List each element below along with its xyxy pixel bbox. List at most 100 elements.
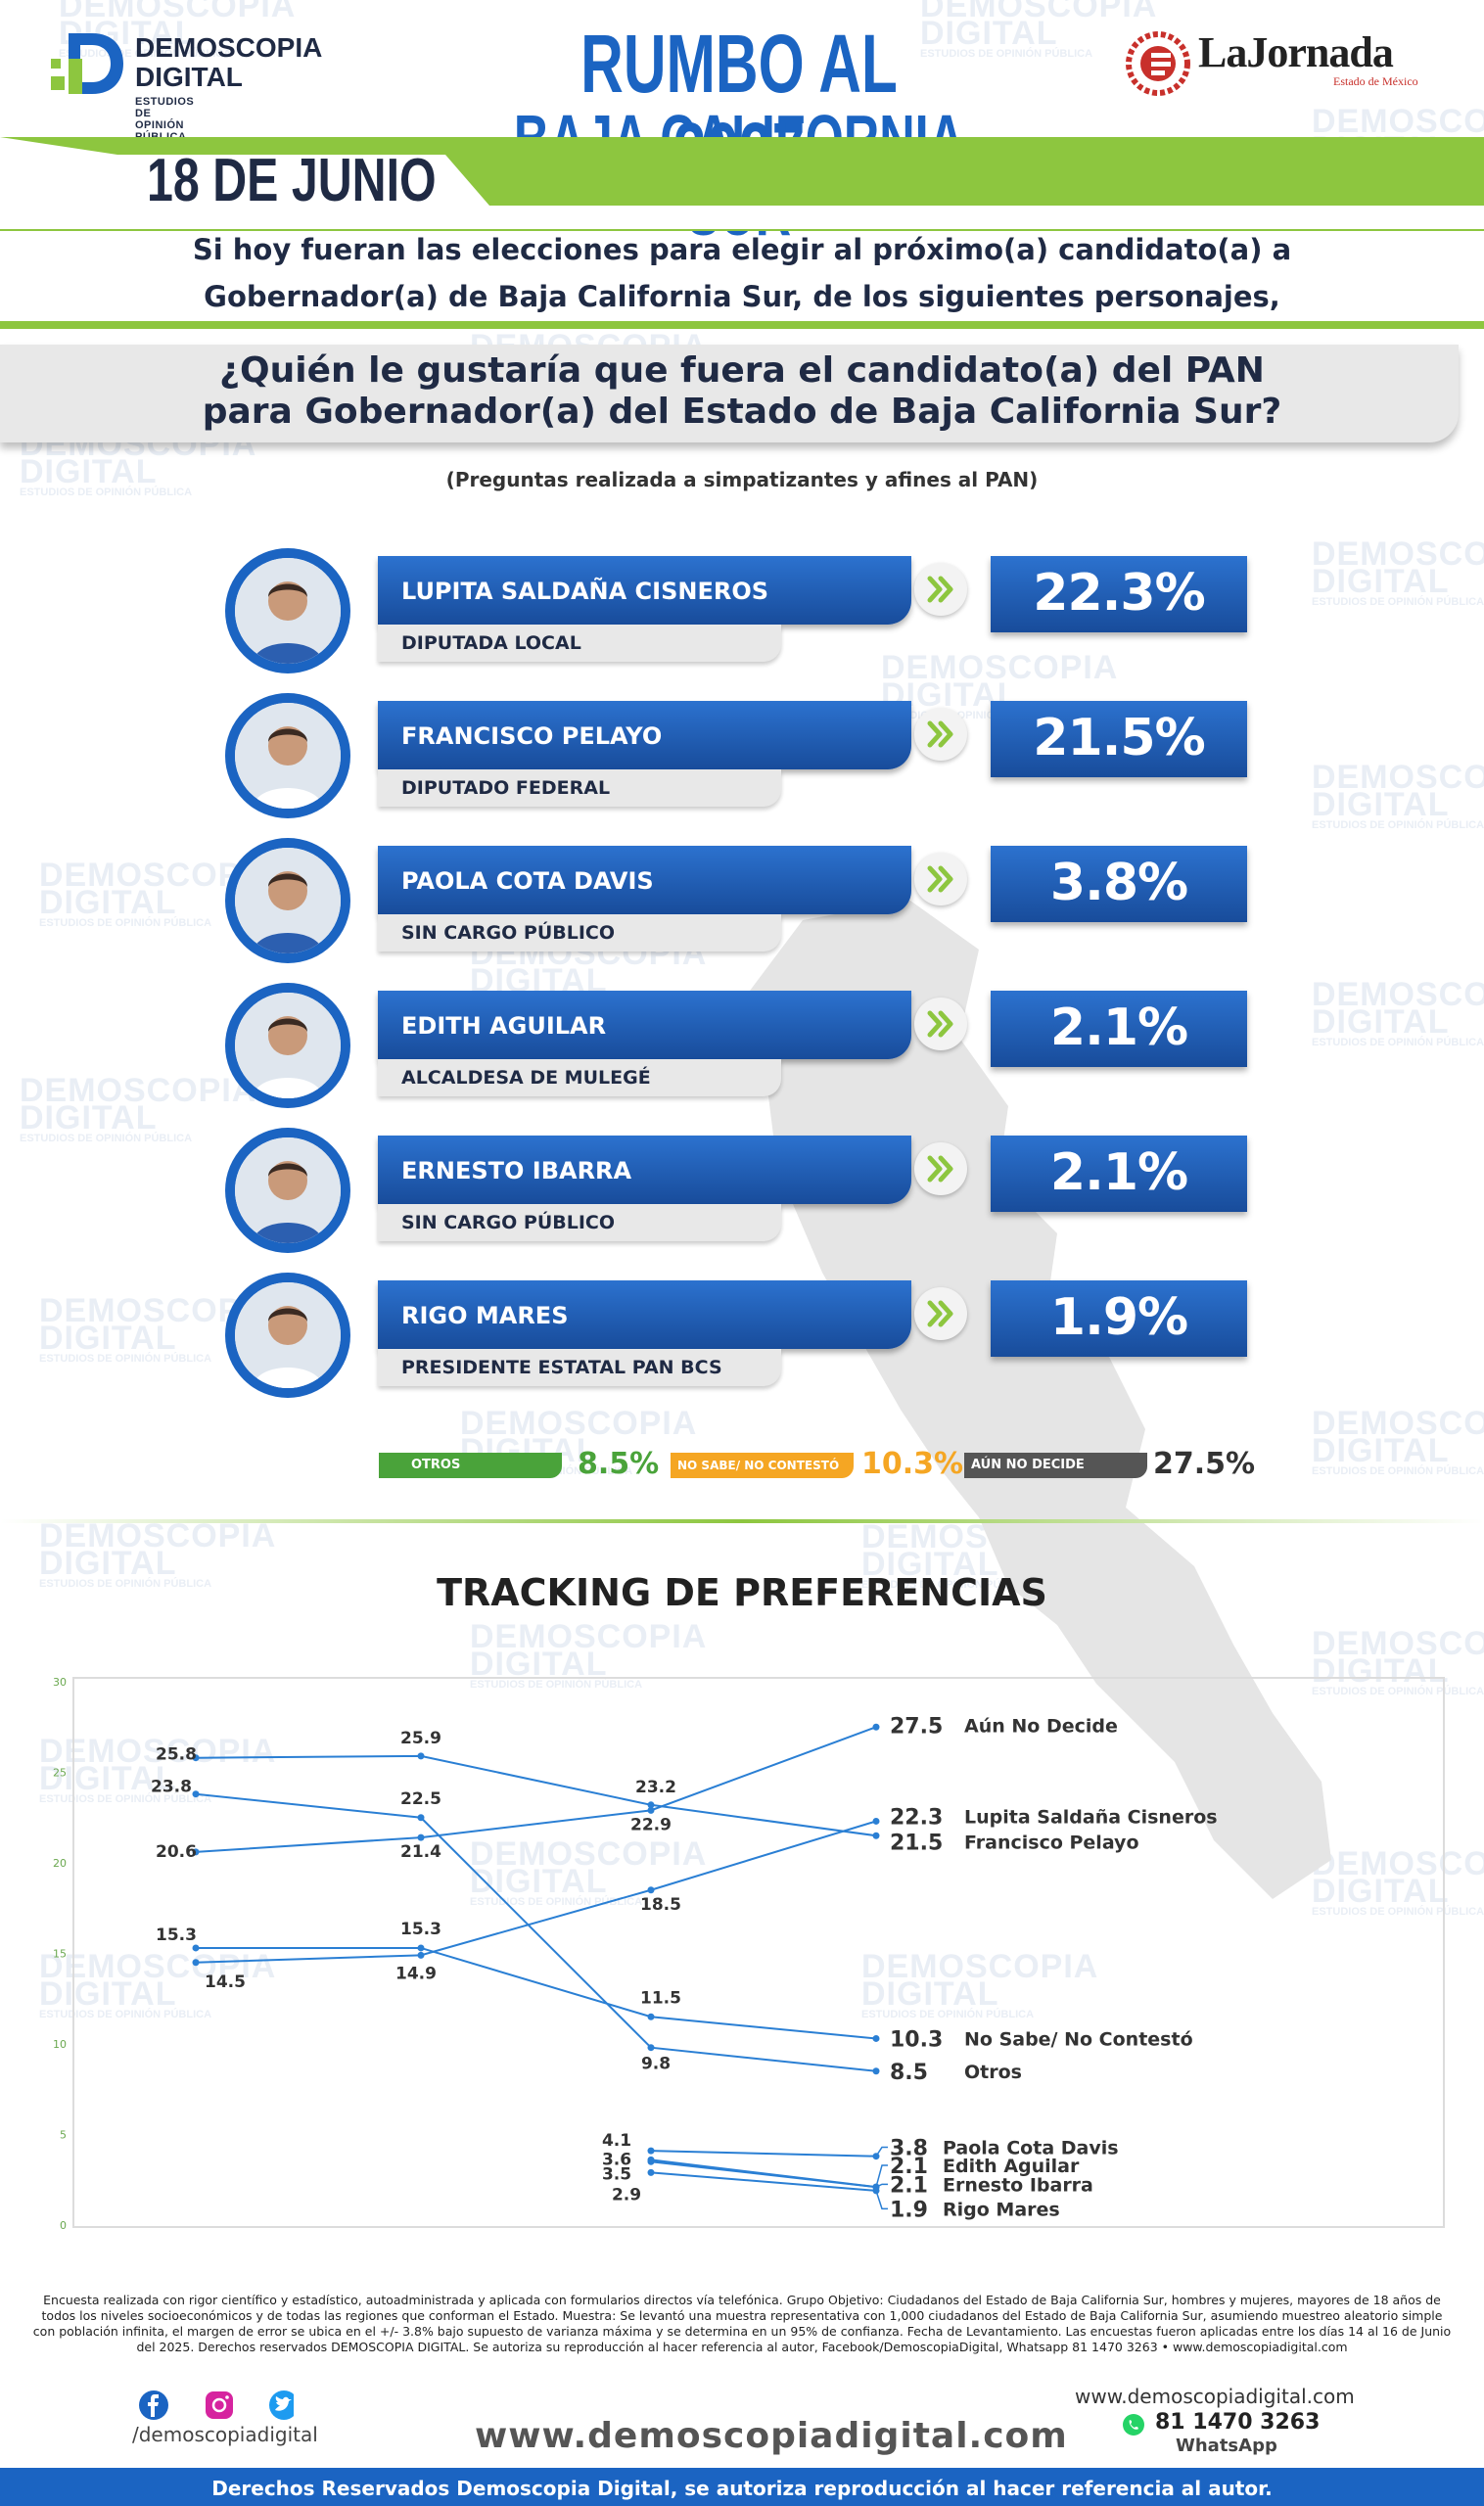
- others-bar: [379, 1453, 562, 1478]
- watermark-line3: ESTUDIOS DE OPINIÓN PÚBLICA: [861, 2009, 1035, 2020]
- data-point: [417, 1951, 425, 1959]
- watermark-line1: DEMOSCOPIA: [470, 1618, 708, 1655]
- data-label: 14.5: [205, 1972, 246, 1992]
- end-value-label: 2.1: [890, 2155, 928, 2179]
- watermark-line1: DEMOSCOPIA: [39, 1517, 277, 1555]
- section-divider: [0, 1519, 1484, 1523]
- watermark-line1: DEMOSCOPIA: [1312, 103, 1484, 140]
- candidate-percent: 22.3%: [1033, 564, 1205, 623]
- person-avatar-icon: [235, 848, 341, 953]
- candidate-role: DIPUTADA LOCAL: [401, 632, 581, 654]
- y-tick-label: 5: [60, 2129, 67, 2142]
- label-connector: [875, 2183, 888, 2188]
- series-line: [195, 1820, 877, 1964]
- end-value-label: 1.9: [890, 2198, 928, 2222]
- undecided-value: 27.5%: [1153, 1447, 1256, 1481]
- website-link-small[interactable]: www.demoscopiadigital.com: [1075, 2385, 1355, 2408]
- watermark-line1: DEMOSCOPIA: [1312, 976, 1484, 1013]
- candidate-role: ALCALDESA DE MULEGÉ: [401, 1067, 651, 1089]
- data-label: 4.1: [602, 2131, 631, 2151]
- series-name-label: Ernesto Ibarra: [943, 2174, 1093, 2196]
- data-point: [192, 1944, 200, 1952]
- watermark-line2: DIGITAL: [1312, 1873, 1450, 1910]
- watermark-line3: ESTUDIOS DE OPINIÓN PÚBLICA: [39, 1578, 212, 1590]
- data-point: [192, 1754, 200, 1762]
- candidate-name-bar: [378, 1280, 911, 1349]
- watermark-line1: DEMOSCOPIA: [59, 0, 297, 24]
- others-label: OTROS: [411, 1458, 461, 1472]
- instagram-icon[interactable]: [206, 2391, 233, 2419]
- watermark-line1: DEMOSCOPIA: [1312, 1625, 1484, 1662]
- candidate-role-bar: [378, 914, 781, 951]
- intro-line1: Si hoy fueran las elecciones para elegir…: [192, 233, 1292, 266]
- candidate-role-bar: [378, 769, 781, 807]
- watermark-line3: ESTUDIOS DE OPINIÓN PÚBLICA: [1312, 819, 1484, 831]
- watermark-line3: ESTUDIOS DE OPINIÓN PÚBLICA: [39, 917, 212, 929]
- watermark-line1: DEMOSCOPIA: [861, 1948, 1099, 1985]
- candidate-role-bar: [378, 1204, 781, 1241]
- candidate-role-bar: [378, 625, 781, 662]
- whatsapp-number[interactable]: 81 1470 3263: [1155, 2410, 1321, 2435]
- watermark-line1: DEMOSCOPIA: [39, 1948, 277, 1985]
- candidate-row: RIGO MARES PRESIDENTE ESTATAL PAN BCS 1.9%: [225, 1273, 1302, 1400]
- series-name-label: Francisco Pelayo: [964, 1832, 1139, 1853]
- candidate-percent-box: [991, 1280, 1247, 1357]
- candidate-photo: [225, 1128, 350, 1253]
- watermark-line2: DIGITAL: [39, 884, 177, 921]
- watermark-line3: ESTUDIOS DE OPINIÓN PÚBLICA: [1312, 1906, 1484, 1918]
- y-tick-label: 15: [53, 1948, 67, 1961]
- social-handle[interactable]: /demoscopiadigital: [132, 2423, 318, 2446]
- brand-line1: DEMOSCOPIA: [135, 32, 323, 63]
- others-value: 8.5%: [578, 1447, 660, 1481]
- double-chevron-right-icon: [914, 998, 967, 1050]
- watermark-line1: DEMOSCOPIA: [920, 0, 1158, 24]
- twitter-icon[interactable]: [269, 2390, 299, 2420]
- watermark-line1: DEMOSCOPIA: [1312, 1405, 1484, 1442]
- double-chevron-right-icon: [914, 563, 967, 616]
- candidate-photo: [225, 838, 350, 963]
- candidate-name: ERNESTO IBARRA: [401, 1157, 632, 1184]
- candidate-role: DIPUTADO FEDERAL: [401, 777, 611, 799]
- rights-bar: [0, 2468, 1484, 2506]
- facebook-icon[interactable]: [139, 2390, 168, 2420]
- candidate-name-bar: [378, 556, 911, 625]
- candidate-percent-box: [991, 556, 1247, 632]
- plot-frame: [72, 1677, 1445, 2228]
- data-label: 25.8: [156, 1745, 197, 1765]
- data-point: [192, 1790, 200, 1798]
- candidate-percent: 1.9%: [1049, 1288, 1188, 1347]
- y-tick-label: 30: [53, 1676, 67, 1689]
- watermark-line2: DIGITAL: [20, 1099, 158, 1137]
- double-chevron-right-icon: [914, 1287, 967, 1340]
- series-name-label: Paola Cota Davis: [943, 2137, 1119, 2158]
- no-answer-value: 10.3%: [861, 1447, 964, 1481]
- watermark-line2: DIGITAL: [470, 1863, 608, 1900]
- undecided-label: AÚN NO DECIDE: [971, 1458, 1085, 1472]
- candidate-percent-box: [991, 846, 1247, 922]
- watermark-line3: ESTUDIOS DE OPINIÓN PÚBLICA: [59, 48, 232, 60]
- data-point: [417, 1752, 425, 1760]
- series-name-label: Lupita Saldaña Cisneros: [964, 1806, 1218, 1828]
- brand-tagline: ESTUDIOS DE OPINIÓN PÚBLICA: [135, 96, 195, 143]
- watermark-line3: ESTUDIOS DE OPINIÓN PÚBLICA: [39, 2009, 212, 2020]
- website-link[interactable]: www.demoscopiadigital.com: [475, 2416, 1068, 2456]
- candidate-row: PAOLA COTA DAVIS SIN CARGO PÚBLICO 3.8%: [225, 838, 1302, 965]
- undecided-bar: [964, 1453, 1147, 1478]
- data-point: [192, 1959, 200, 1967]
- candidate-role: PRESIDENTE ESTATAL PAN BCS: [401, 1357, 722, 1378]
- question-line1: ¿Quién le gustaría que fuera el candidat…: [219, 350, 1265, 391]
- series-line: [195, 1792, 877, 2072]
- end-value-label: 8.5: [890, 2061, 928, 2085]
- watermark-line1: DEMOSCOPIA: [39, 1733, 277, 1770]
- data-label: 22.5: [400, 1789, 441, 1809]
- candidate-percent: 21.5%: [1033, 709, 1205, 767]
- candidate-role-bar: [378, 1349, 781, 1386]
